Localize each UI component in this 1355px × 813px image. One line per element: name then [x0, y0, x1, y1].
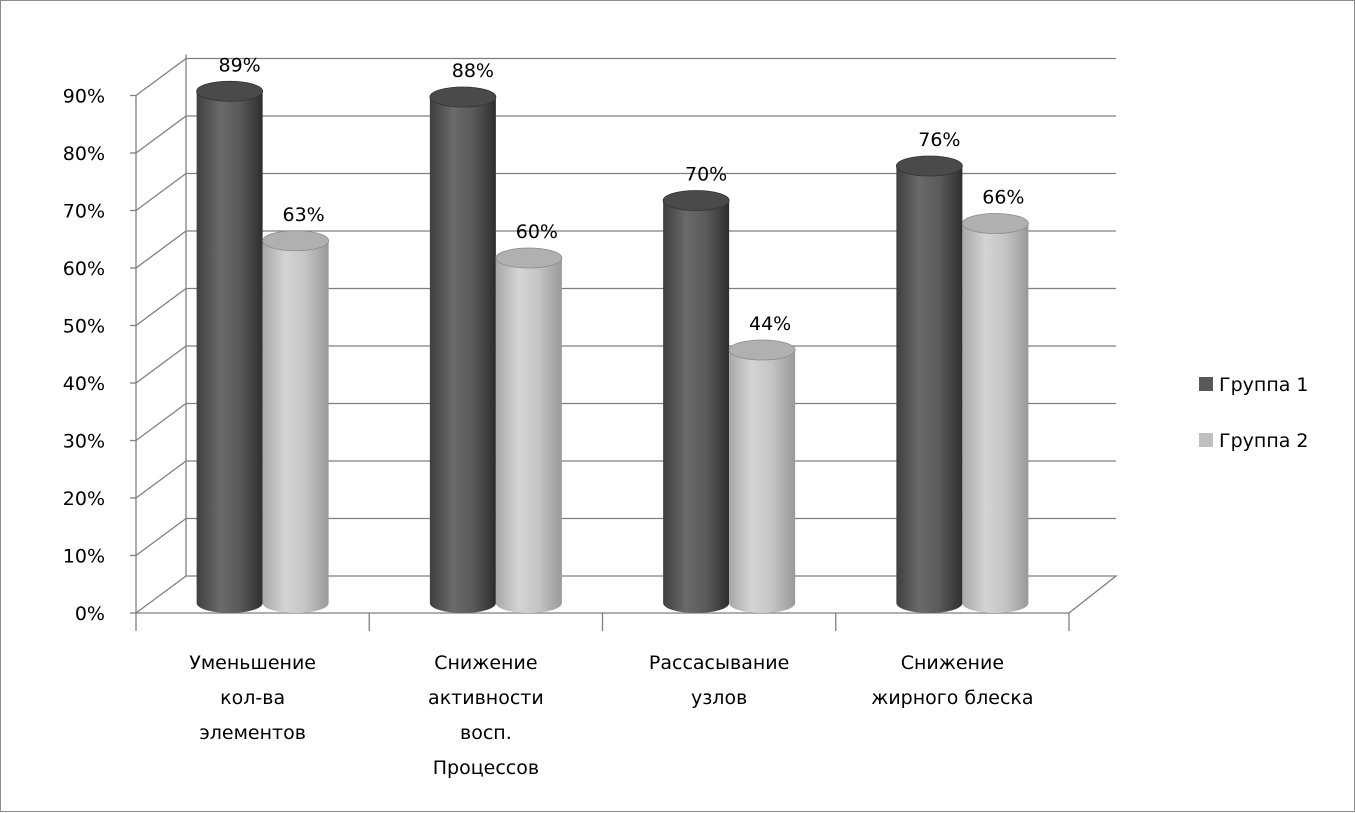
- bar-cylinder-body: [663, 200, 730, 613]
- data-label: 88%: [452, 60, 494, 82]
- y-tick-label: 60%: [63, 258, 105, 280]
- data-label: 89%: [219, 54, 261, 76]
- y-tick-label: 50%: [63, 316, 105, 338]
- category-label: Уменьшение кол-ва элементов: [189, 652, 316, 744]
- category-label-line: восп.: [460, 722, 512, 744]
- y-tick-label: 40%: [63, 373, 105, 395]
- bar-cylinder-body: [729, 350, 796, 613]
- bar-cylinder-body: [196, 91, 263, 613]
- category-label-line: кол-ва: [220, 687, 285, 709]
- gridline: [135, 517, 1116, 557]
- y-tick-label: 30%: [63, 431, 105, 453]
- bar-cylinder-top: [728, 339, 796, 361]
- y-tick-label: 90%: [63, 86, 105, 108]
- bar-cylinder-body: [495, 258, 562, 613]
- category-label-line: Уменьшение: [189, 652, 316, 674]
- category-label-line: Снижение: [434, 652, 537, 674]
- gridline: [135, 230, 1116, 269]
- bar-cylinder-body: [429, 97, 496, 613]
- data-label: 70%: [685, 164, 727, 186]
- bar-cylinder-top: [961, 213, 1029, 234]
- category-label-line: жирного блеска: [871, 687, 1033, 709]
- gridline: [135, 460, 1116, 499]
- data-label: 44%: [749, 313, 791, 335]
- data-label: 60%: [516, 221, 558, 243]
- y-tick-label: 0%: [75, 603, 105, 625]
- category-label: Снижение жирного блеска: [871, 652, 1033, 709]
- bar-cylinder-top: [662, 190, 730, 211]
- bar-cylinder-top: [196, 80, 264, 102]
- gridline: [135, 172, 1116, 212]
- data-label: 63%: [283, 204, 325, 226]
- category-label-line: элементов: [199, 722, 306, 744]
- gridline: [135, 345, 1116, 384]
- category-label-line: активности: [428, 687, 544, 709]
- category-label-line: Процессов: [433, 757, 539, 779]
- category-label-line: Рассасывание: [649, 652, 789, 674]
- bar-cylinder-top: [429, 86, 497, 108]
- category-label-line: узлов: [691, 687, 747, 709]
- gridline: [135, 57, 1116, 97]
- category-label: Снижение активности восп. Процессов: [428, 652, 544, 779]
- gridline: [135, 287, 1116, 327]
- data-labels: 89% 63% 88% 60% 70% 44% 76% 66%: [219, 54, 1025, 335]
- bars: [196, 80, 1029, 613]
- legend-swatch: [1199, 377, 1213, 391]
- gridline: [135, 402, 1116, 442]
- y-tick-label: 80%: [63, 143, 105, 165]
- legend-label: Группа 2: [1219, 430, 1309, 452]
- gridlines: [135, 54, 1118, 614]
- gridline: [135, 115, 1116, 154]
- y-tick-label: 20%: [63, 488, 105, 510]
- category-label: Рассасывание узлов: [649, 652, 789, 709]
- axes: 0% 10% 20% 30% 40% 50% 60% 70% 80% 90% Уменьшение к…: [63, 86, 1070, 779]
- bar-cylinder-body: [896, 166, 963, 613]
- y-tick-label: 70%: [63, 201, 105, 223]
- bar-cylinder-body: [262, 240, 329, 613]
- bar-cylinder-body: [962, 223, 1029, 613]
- data-label: 76%: [918, 129, 960, 151]
- bar-cylinder-top: [895, 155, 963, 177]
- bar-cylinder-top: [262, 230, 330, 252]
- category-label-line: Снижение: [901, 652, 1004, 674]
- bar-cylinder-top: [495, 247, 563, 269]
- data-label: 66%: [982, 187, 1024, 209]
- y-tick-label: 10%: [63, 546, 105, 568]
- floor-outline: [135, 575, 1118, 614]
- legend-label: Группа 1: [1219, 374, 1309, 396]
- legend-swatch: [1199, 433, 1213, 447]
- legend: Группа 1 Группа 2: [1199, 374, 1309, 452]
